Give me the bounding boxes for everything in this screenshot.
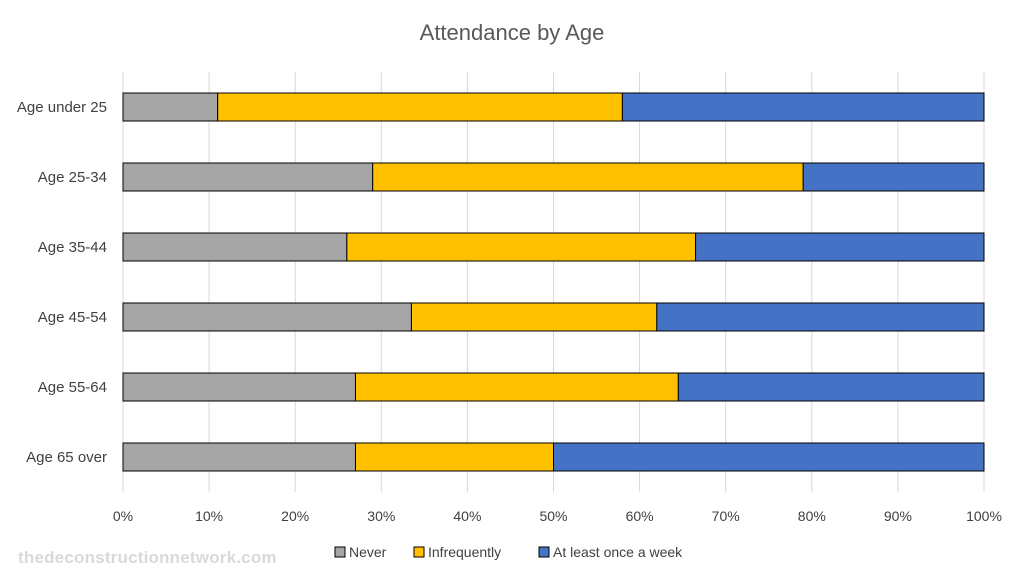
x-tick-label: 20%: [281, 508, 309, 524]
category-label: Age 35-44: [38, 239, 107, 256]
x-tick-label: 40%: [453, 508, 481, 524]
bar-segment: [372, 162, 804, 192]
bar-segment: [656, 302, 985, 332]
legend: Never Infrequently At least once a week: [334, 544, 683, 560]
bar-segment: [346, 232, 697, 262]
x-tick-label: 100%: [966, 508, 1002, 524]
bar-segment: [621, 92, 985, 122]
legend-swatch: [538, 546, 550, 558]
x-tick-label: 0%: [113, 508, 133, 524]
x-tick-label: 80%: [798, 508, 826, 524]
bar-segment: [695, 232, 985, 262]
x-tick-labels: 0% 10% 20% 30% 40% 50% 60% 70% 80% 90% 100%: [113, 508, 1002, 524]
watermark: thedeconstructionnetwork.com: [18, 548, 277, 567]
legend-swatch: [413, 546, 425, 558]
bar-segment: [410, 302, 658, 332]
x-tick-label: 30%: [367, 508, 395, 524]
category-label: Age 65 over: [26, 449, 107, 466]
legend-label: Never: [349, 544, 387, 560]
chart-title: Attendance by Age: [420, 20, 605, 45]
x-tick-label: 50%: [539, 508, 567, 524]
legend-label: At least once a week: [553, 544, 683, 560]
bar-segment: [354, 372, 679, 402]
bar-segment: [802, 162, 985, 192]
bar-segment: [122, 372, 356, 402]
legend-swatch: [334, 546, 346, 558]
category-label: Age 45-54: [38, 309, 107, 326]
x-tick-label: 90%: [884, 508, 912, 524]
bars: [122, 92, 985, 472]
bar-segment: [553, 442, 985, 472]
bar-segment: [122, 92, 219, 122]
category-label: Age 55-64: [38, 379, 107, 396]
category-label: Age under 25: [17, 99, 107, 116]
x-tick-label: 10%: [195, 508, 223, 524]
category-label: Age 25-34: [38, 169, 107, 186]
category-labels: Age under 25 Age 25-34 Age 35-44 Age 45-54 A…: [17, 99, 107, 466]
bar-segment: [354, 442, 554, 472]
bar-segment: [122, 232, 348, 262]
bar-segment: [122, 442, 356, 472]
x-tick-label: 70%: [712, 508, 740, 524]
bar-segment: [122, 302, 412, 332]
x-tick-label: 60%: [626, 508, 654, 524]
bar-segment: [677, 372, 985, 402]
bar-segment: [122, 162, 374, 192]
gridlines: [122, 72, 985, 492]
legend-label: Infrequently: [428, 544, 501, 560]
bar-segment: [217, 92, 623, 122]
